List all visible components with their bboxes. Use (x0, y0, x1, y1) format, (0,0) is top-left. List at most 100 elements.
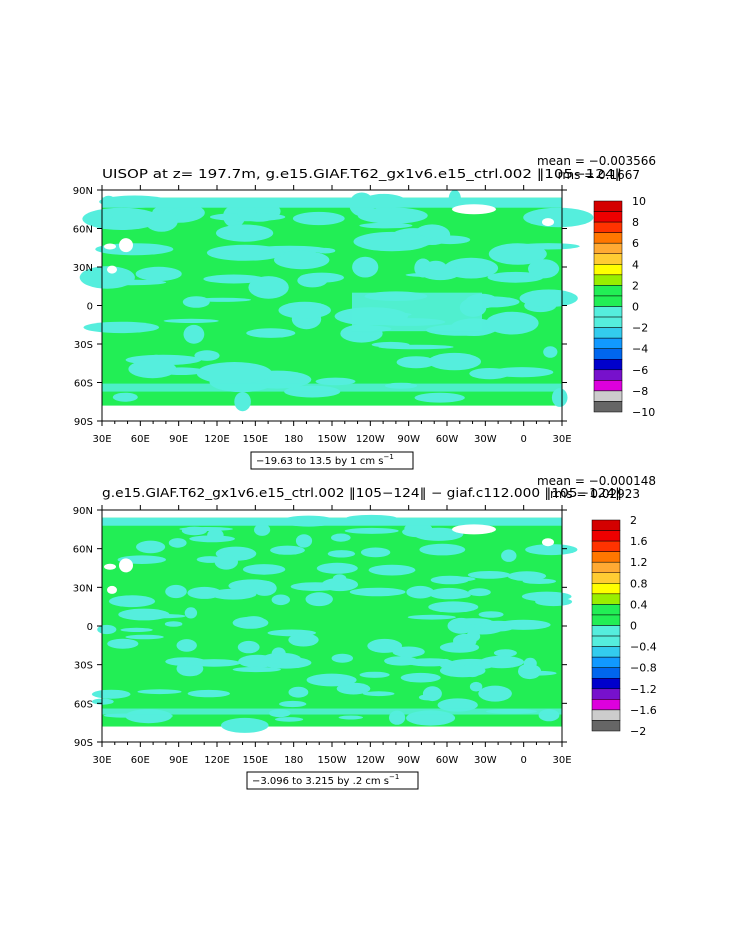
cyan-patch (487, 271, 544, 283)
colorbar-box (593, 211, 623, 223)
colorbar-label: 4 (632, 258, 639, 271)
colorbar-label: −2 (630, 725, 646, 738)
cyan-patch (194, 350, 220, 361)
range-label-sup: −1 (389, 773, 399, 781)
colorbar-box (591, 583, 621, 595)
cyan-patch (490, 367, 554, 378)
y-tick-label: 90S (74, 738, 93, 749)
cyan-patch (108, 595, 156, 608)
x-tick-label: 30E (92, 434, 111, 445)
cyan-patch (187, 689, 230, 698)
colorbar-box (591, 656, 621, 668)
cyan-patch (478, 611, 504, 618)
colorbar-box (591, 561, 621, 574)
cyan-patch (344, 527, 399, 534)
cyan-patch (430, 575, 469, 585)
range-label-sup: −1 (383, 453, 393, 461)
colorbar-label: 1.2 (630, 556, 648, 569)
cyan-patch (184, 607, 198, 619)
black-sea-mask (104, 243, 116, 250)
hudson-mask (542, 218, 554, 227)
colorbar-box (591, 614, 621, 626)
x-tick-label: 30E (552, 434, 571, 445)
cyan-patch (209, 588, 257, 600)
x-tick-label: 180 (284, 434, 303, 445)
cyan-patch (368, 564, 416, 576)
cyan-patch (176, 639, 197, 652)
chart-title: g.e15.GIAF.T62_gx1v6.e15_ctrl.002 ‖105−1… (102, 486, 622, 500)
colorbar-label: 0 (630, 620, 637, 633)
cyan-patch (466, 631, 481, 642)
cyan-patch (316, 562, 358, 574)
cyan-patch (392, 646, 425, 658)
equatorial-patch (352, 292, 482, 332)
y-tick-label: 0 (87, 302, 93, 313)
cyan-patch (91, 698, 114, 705)
colorbar: 10 8 6 4 2 0 −2 −4 −6 −8 −10 (593, 195, 655, 419)
cyan-patch (107, 638, 139, 649)
cyan-patch (274, 250, 330, 270)
colorbar-label: 0 (632, 301, 639, 314)
mean-label: mean = −0.003566 (537, 154, 656, 168)
x-tick-label: 120W (356, 434, 385, 445)
x-tick-label: 60E (131, 434, 150, 445)
cyan-patch (362, 691, 395, 697)
cyan-patch (242, 564, 286, 575)
cyan-patch (359, 222, 413, 229)
colorbar-box (591, 604, 621, 616)
cyan-patch (288, 686, 309, 698)
cyan-patch (262, 652, 301, 664)
arctic-band (102, 517, 562, 526)
cyan-patch (237, 204, 257, 221)
colorbar-box (593, 295, 623, 307)
cyan-patch (292, 211, 345, 226)
cyan-patch (254, 523, 271, 536)
colorbar-box (591, 678, 621, 690)
cyan-patch (144, 210, 178, 232)
cyan-patch (163, 318, 219, 323)
x-tick-label: 30W (474, 434, 497, 445)
cyan-patch (271, 594, 290, 606)
rms-label: rms = 0.1667 (558, 168, 640, 182)
cyan-patch (327, 550, 356, 558)
y-tick-label: 0 (87, 622, 93, 633)
y-tick-label: 30S (74, 661, 93, 672)
cyan-patch (321, 577, 359, 592)
cyan-patch (275, 717, 304, 722)
cyan-patch (332, 574, 347, 583)
cyan-patch (406, 585, 435, 599)
colorbar-box (591, 709, 621, 721)
cyan-patch (315, 377, 356, 386)
cyan-patch (112, 392, 138, 402)
cyan-patch (367, 638, 403, 653)
x-tick-label: 60W (436, 434, 459, 445)
cyan-patch (196, 362, 272, 385)
caspian-mask (119, 558, 133, 573)
x-tick-label: 150E (243, 755, 268, 766)
hudson-mask (542, 538, 554, 547)
cyan-patch (485, 311, 539, 335)
colorbar-box (593, 369, 623, 381)
colorbar-label: −10 (632, 406, 655, 419)
cyan-patch (306, 673, 357, 687)
cyan-patch (203, 274, 265, 284)
cyan-patch (467, 571, 511, 579)
cyan-patch (97, 212, 113, 221)
colorbar-label: −0.8 (630, 662, 657, 675)
colorbar-box (591, 540, 621, 552)
colorbar-label: 2 (632, 279, 639, 292)
cyan-patch (418, 694, 436, 701)
cyan-patch (234, 392, 251, 412)
cyan-patch (246, 328, 296, 338)
cyan-patch (419, 543, 466, 556)
colorbar-label: −6 (632, 364, 648, 377)
cyan-patch (428, 601, 479, 613)
cyan-patch (450, 660, 466, 668)
x-tick-label: 30E (92, 755, 111, 766)
range-box (250, 451, 414, 470)
cyan-patch (528, 259, 560, 279)
cyan-patch (428, 352, 481, 371)
colorbar-label: 1.6 (630, 535, 648, 548)
colorbar-box (591, 519, 621, 531)
cyan-patch (493, 649, 517, 657)
